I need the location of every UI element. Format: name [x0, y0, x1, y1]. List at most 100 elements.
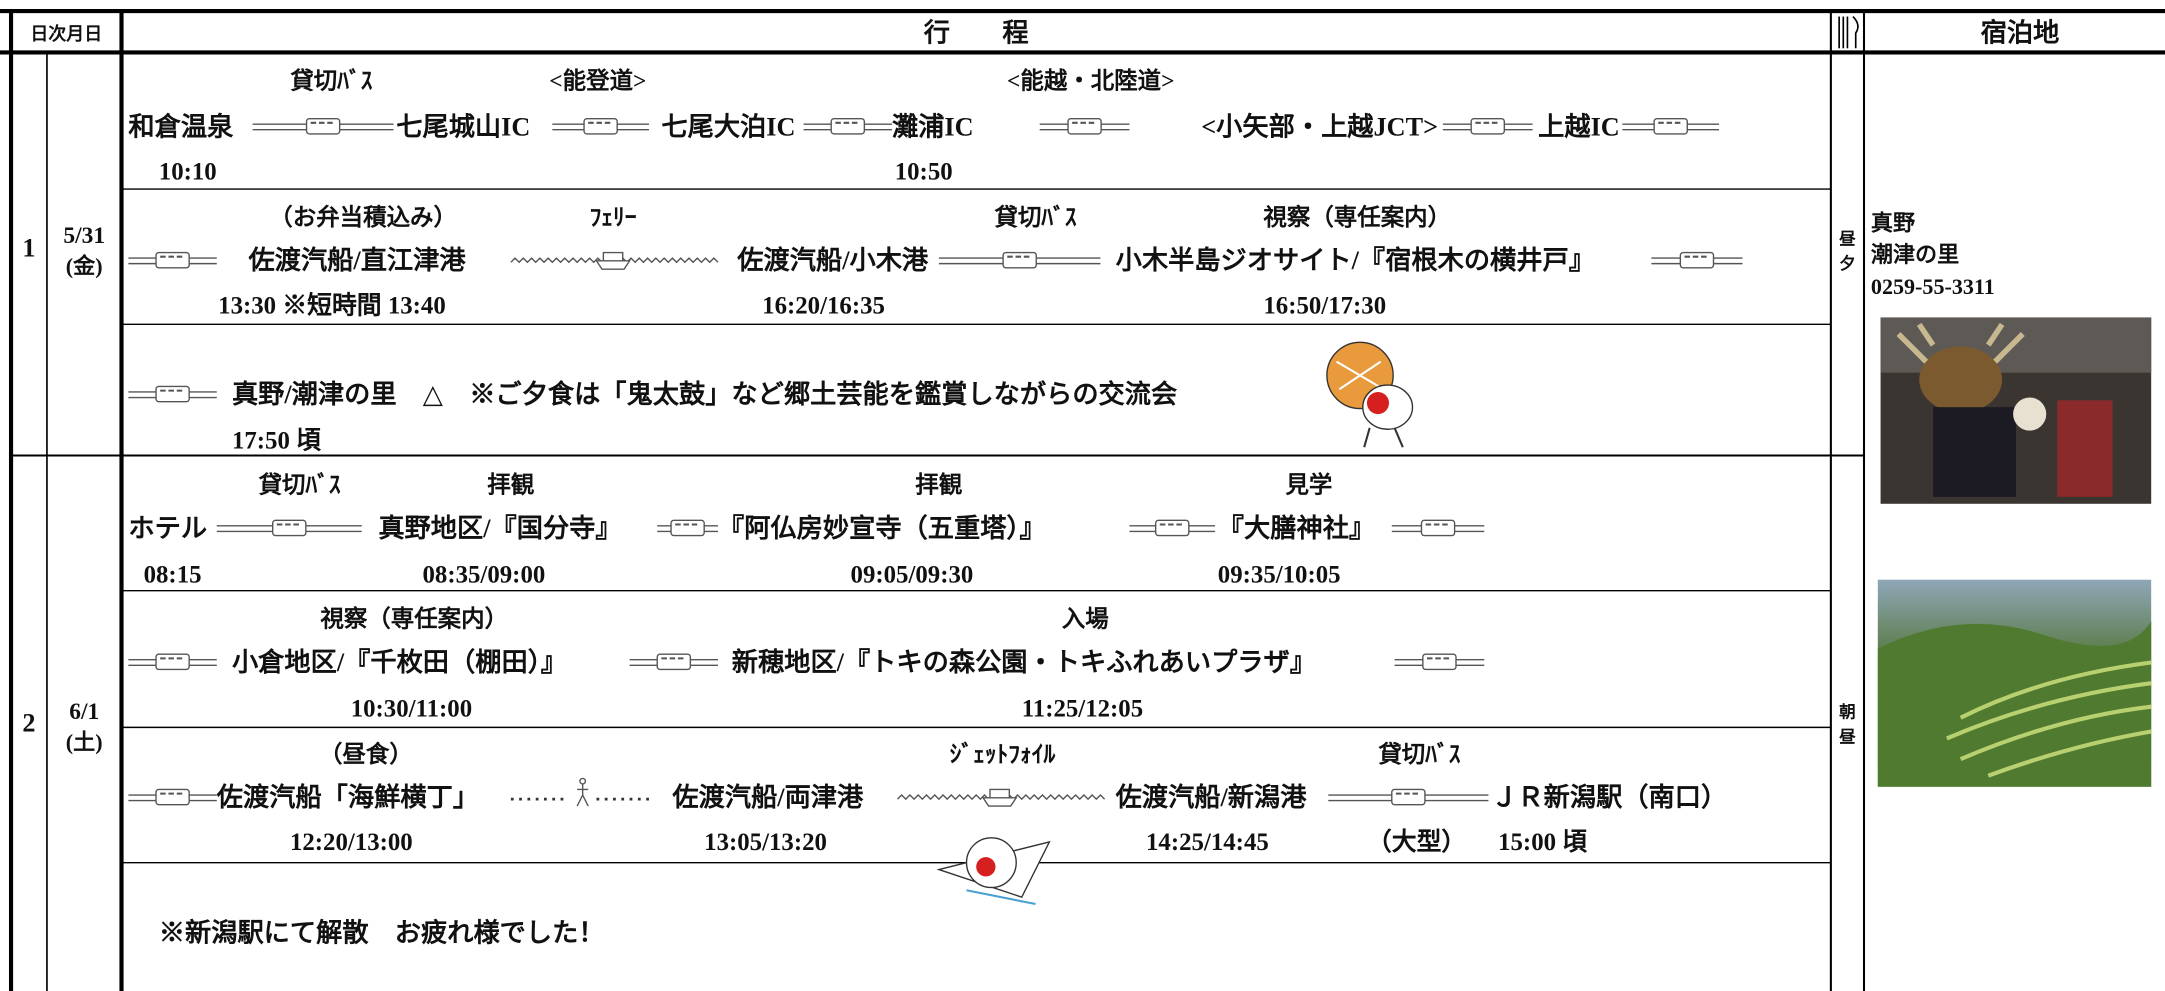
hotel-info: 潮津の里	[1871, 242, 1959, 267]
route-stop: 『阿仏房妙宣寺（五重塔）』	[718, 513, 1046, 543]
route-stop: 七尾城山IC	[396, 112, 530, 141]
route-label: <能登道>	[549, 66, 646, 94]
route-stop: 小倉地区/『千枚田（棚田）』	[232, 647, 567, 677]
bus-icon	[155, 385, 190, 403]
bus-route	[629, 653, 718, 671]
mascot-flying	[936, 837, 1051, 906]
weekday: (土)	[66, 729, 103, 754]
time: 09:35/10:05	[1218, 561, 1341, 588]
bus-route	[938, 251, 1101, 269]
route-label: 入場	[1062, 606, 1109, 633]
route-label: （お弁当積込み）	[269, 203, 457, 231]
route-label: ﾌｪﾘｰ	[590, 205, 637, 231]
route-label: <能越・北陸道>	[1007, 66, 1174, 94]
meal: 昼	[1839, 229, 1856, 248]
rice-terrace-photo	[1877, 579, 2152, 787]
bus-route	[1651, 251, 1743, 269]
hotel-photo	[1880, 317, 2152, 504]
bus-route	[1391, 519, 1485, 537]
time: 16:20/16:35	[762, 292, 885, 319]
bus-route	[1622, 118, 1720, 135]
route-label: ｼﾞｪｯﾄﾌｫｲﾙ	[950, 740, 1056, 768]
bus-route	[1039, 118, 1130, 135]
route-stop: 七尾大泊IC	[661, 112, 795, 141]
bus-icon	[670, 519, 705, 537]
mascot-drummer	[1326, 341, 1414, 448]
bus-route	[128, 385, 217, 403]
meal: 朝	[1839, 702, 1856, 722]
route-stop: ※新潟駅にて解散 お疲れ様でした！	[159, 917, 605, 947]
bus-icon	[1002, 251, 1037, 269]
walk-route	[510, 777, 655, 807]
route-label: 拝観	[487, 471, 534, 499]
ship-route	[510, 251, 719, 270]
route-stop: 新穂地区/『トキの森公園・トキふれあいプラザ』	[732, 647, 1316, 677]
ship-route	[896, 788, 1106, 807]
time: 14:25/14:45	[1146, 829, 1269, 856]
route-stop: 上越IC	[1538, 112, 1620, 141]
bus-route	[803, 118, 892, 135]
time: 16:50/17:30	[1263, 292, 1386, 319]
bus-icon	[155, 788, 190, 806]
bus-icon	[583, 118, 618, 135]
route-stop: 小木半島ジオサイト/『宿根木の横井戸』	[1116, 245, 1595, 275]
bus-icon	[155, 653, 190, 671]
meal-icon	[1838, 15, 1859, 49]
header-hotel: 宿泊地	[1981, 17, 2060, 47]
header-itinerary: 行 程	[923, 17, 1029, 47]
route-stop: ＪＲ新潟駅（南口）	[1491, 782, 1727, 812]
bus-route	[1442, 118, 1533, 135]
weekday: (金)	[66, 253, 103, 278]
meal: 夕	[1839, 253, 1856, 273]
ship-icon	[981, 788, 1018, 807]
bus-route	[552, 118, 649, 135]
bus-route	[1394, 653, 1485, 671]
bus-route	[252, 118, 394, 135]
route-stop: 真野/潮津の里 △ ※ご夕食は「鬼太鼓」など郷土芸能を鑑賞しながらの交流会	[232, 379, 1178, 409]
bus-icon	[272, 519, 307, 537]
time: 09:05/09:30	[851, 561, 974, 588]
bus-route	[657, 519, 718, 537]
day-number: 2	[22, 709, 35, 738]
route-label: 視察（専任案内）	[1262, 203, 1451, 231]
time: 10:30/11:00	[351, 695, 472, 722]
route-stop: 和倉温泉	[128, 111, 234, 141]
meal: 昼	[1839, 728, 1856, 747]
route-label: 貸切ﾊﾞｽ	[995, 203, 1077, 231]
route-stop: 佐渡汽船「海鮮横丁」	[216, 782, 479, 812]
route-label: 貸切ﾊﾞｽ	[290, 66, 372, 94]
bus-icon	[305, 118, 341, 135]
walker-head	[579, 777, 587, 785]
walker-icon	[576, 783, 589, 807]
day-number: 1	[22, 234, 35, 263]
bus-icon	[1422, 653, 1457, 671]
bus-icon	[656, 653, 692, 671]
route-stop: 佐渡汽船/両津港	[671, 782, 864, 812]
bus-icon	[1470, 118, 1506, 135]
bus-route	[1328, 788, 1489, 806]
route-label: 見学	[1285, 471, 1332, 499]
route-label: 視察（専任案内）	[319, 605, 508, 633]
date: 6/1	[69, 699, 99, 725]
route-label: 拝観	[915, 471, 962, 499]
bus-icon	[830, 118, 866, 135]
route-stop: <小矢部・上越JCT>	[1201, 111, 1438, 141]
bus-icon	[1067, 118, 1102, 135]
route-stop: 佐渡汽船/直江津港	[248, 245, 467, 275]
time: 13:05/13:20	[704, 829, 827, 856]
time: 10:50	[895, 158, 953, 185]
bus-route	[128, 251, 217, 269]
route-label: 貸切ﾊﾞｽ	[259, 471, 341, 499]
route-label: 貸切ﾊﾞｽ	[1378, 740, 1460, 768]
route-stop: 佐渡汽船/小木港	[736, 245, 929, 275]
bus-icon	[1420, 519, 1456, 537]
bus-icon	[1391, 788, 1426, 806]
time: 08:35/09:00	[423, 561, 546, 588]
bus-icon	[1653, 118, 1688, 135]
route-stop: 真野地区/『国分寺』	[378, 513, 621, 543]
time: 11:25/12:05	[1022, 695, 1143, 722]
header-day: 日次月日	[30, 23, 102, 44]
bus-icon	[1154, 519, 1190, 537]
